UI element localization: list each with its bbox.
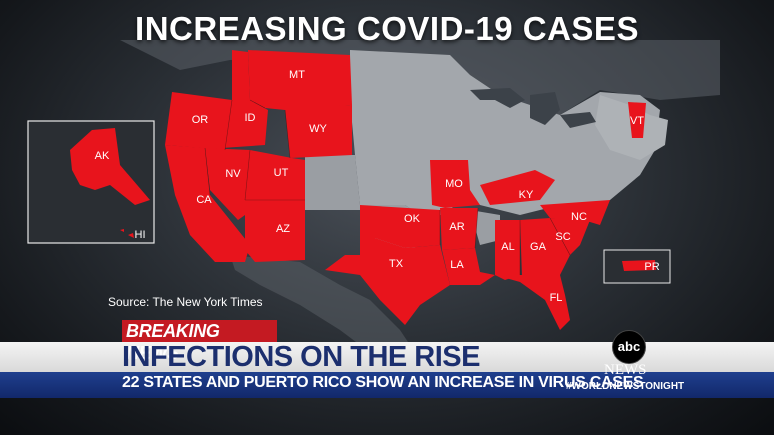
gray-states-southeast <box>470 210 500 245</box>
state-sc <box>550 218 590 255</box>
state-nv <box>205 148 250 220</box>
state-la <box>442 248 495 285</box>
state-wy <box>285 105 352 158</box>
state-ok <box>360 205 440 248</box>
subheadline: 22 STATES AND PUERTO RICO SHOW AN INCREA… <box>122 374 644 391</box>
state-vt <box>628 102 646 138</box>
source-credit: Source: The New York Times <box>108 295 263 309</box>
state-or <box>165 92 232 150</box>
label-wy: WY <box>309 123 327 135</box>
label-vt: VT <box>630 115 644 127</box>
label-la: LA <box>450 259 464 271</box>
state-al <box>495 220 520 280</box>
label-mt: MT <box>289 69 305 81</box>
state-id <box>222 50 268 148</box>
state-ca <box>165 145 250 262</box>
label-al: AL <box>501 241 514 253</box>
label-ky: KY <box>519 189 534 201</box>
state-az <box>245 200 305 262</box>
gray-states-midwest <box>350 50 660 215</box>
state-mt <box>248 50 352 110</box>
network-name: NEWS <box>604 362 647 378</box>
label-fl: FL <box>550 292 563 304</box>
label-mo: MO <box>445 178 463 190</box>
state-mo <box>430 160 480 208</box>
label-ak: AK <box>95 150 110 162</box>
state-ar <box>440 208 478 250</box>
label-ok: OK <box>404 213 421 225</box>
breaking-news-tag: BREAKING NEWS <box>122 320 277 363</box>
state-hi <box>120 229 134 238</box>
abc-logo: abc <box>612 330 646 364</box>
state-fl <box>495 275 570 330</box>
mexico-landmass <box>230 255 420 360</box>
state-pr <box>622 260 656 271</box>
label-az: AZ <box>276 223 290 235</box>
label-tx: TX <box>389 258 404 270</box>
label-ga: GA <box>530 241 547 253</box>
state-ak <box>70 128 150 205</box>
state-ky <box>480 170 555 205</box>
label-hi: HI <box>135 229 146 241</box>
headline: INFECTIONS ON THE RISE <box>122 341 480 373</box>
label-id: ID <box>245 112 256 124</box>
label-ca: CA <box>196 194 212 206</box>
label-ut: UT <box>274 167 289 179</box>
state-nc <box>540 200 610 225</box>
label-or: OR <box>192 114 209 126</box>
great-lakes <box>470 88 596 128</box>
label-ar: AR <box>449 221 464 233</box>
label-nc: NC <box>571 211 587 223</box>
label-pr: PR <box>644 261 659 273</box>
state-ut <box>245 150 305 200</box>
network-hashtag: #WORLDNEWSTONIGHT <box>566 381 685 392</box>
label-sc: SC <box>555 231 570 243</box>
subheadline-bar <box>0 372 774 398</box>
state-tx <box>325 215 450 325</box>
map-title: INCREASING COVID-19 CASES <box>135 10 639 47</box>
label-nv: NV <box>225 168 241 180</box>
